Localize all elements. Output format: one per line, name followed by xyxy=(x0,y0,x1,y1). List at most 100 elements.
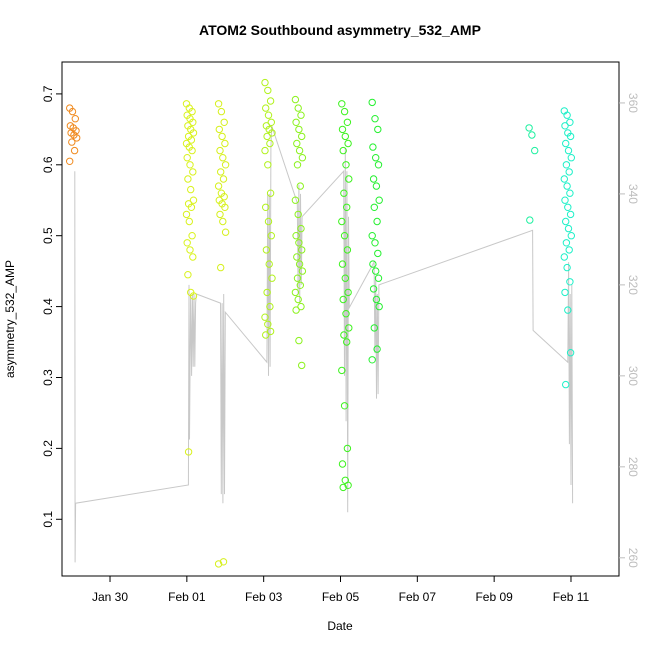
data-point xyxy=(567,232,575,240)
data-point xyxy=(186,246,194,254)
data-point xyxy=(342,161,350,169)
x-tick-label: Feb 07 xyxy=(399,590,437,604)
data-point xyxy=(298,154,307,162)
data-point xyxy=(267,232,275,240)
data-point xyxy=(339,146,347,155)
data-point xyxy=(342,310,350,318)
data-point xyxy=(562,380,570,389)
data-point xyxy=(293,274,302,282)
x-tick-label: Feb 05 xyxy=(322,590,360,604)
data-point xyxy=(72,127,80,135)
data-point xyxy=(375,302,383,311)
data-point xyxy=(560,175,568,183)
data-point xyxy=(371,239,379,247)
y2-tick-label: 340 xyxy=(626,184,640,204)
data-point xyxy=(292,232,300,240)
data-point xyxy=(566,189,574,197)
data-point xyxy=(566,278,574,286)
data-point xyxy=(373,345,381,353)
data-point xyxy=(264,86,272,95)
data-point xyxy=(298,267,307,275)
data-point xyxy=(293,161,302,169)
data-point xyxy=(340,189,348,197)
data-point xyxy=(374,161,383,169)
data-point xyxy=(296,281,304,289)
data-point xyxy=(66,157,74,166)
y-tick-label: 0.4 xyxy=(41,298,55,315)
data-point xyxy=(561,122,569,130)
scatter-series xyxy=(66,78,575,568)
data-point xyxy=(188,107,196,116)
data-point xyxy=(184,271,192,279)
data-point xyxy=(263,288,271,297)
data-point xyxy=(189,292,198,300)
data-point xyxy=(343,338,351,346)
data-point xyxy=(564,224,573,233)
data-point xyxy=(341,274,349,282)
data-point xyxy=(266,302,274,311)
data-point xyxy=(221,139,229,148)
data-point xyxy=(297,302,305,311)
data-point xyxy=(564,306,572,314)
data-point xyxy=(373,217,381,226)
y-tick-label: 0.5 xyxy=(41,227,55,244)
y2-tick-label: 280 xyxy=(626,457,640,477)
data-point xyxy=(186,161,194,169)
y2-tick-label: 320 xyxy=(626,275,640,295)
data-point xyxy=(295,146,304,155)
data-point xyxy=(370,203,378,212)
data-point xyxy=(562,161,571,169)
y2-tick-label: 260 xyxy=(626,548,640,568)
data-point xyxy=(266,139,274,148)
data-point xyxy=(566,349,575,357)
data-point xyxy=(183,154,191,162)
data-point xyxy=(565,168,573,176)
data-point xyxy=(219,175,228,183)
data-point xyxy=(562,239,571,247)
data-point xyxy=(184,175,192,183)
data-point xyxy=(262,246,271,254)
data-point xyxy=(298,246,306,254)
data-point xyxy=(370,324,378,332)
data-point xyxy=(369,285,378,293)
data-point xyxy=(268,274,276,282)
data-point xyxy=(261,146,269,155)
data-point xyxy=(298,361,306,370)
data-point xyxy=(566,210,575,219)
data-point xyxy=(561,288,569,297)
data-point xyxy=(564,203,572,212)
data-point xyxy=(215,125,224,134)
data-point xyxy=(217,107,226,116)
x-tick-label: Feb 09 xyxy=(475,590,513,604)
data-point xyxy=(266,97,275,105)
data-point xyxy=(294,104,302,112)
data-point xyxy=(297,111,305,119)
data-point xyxy=(221,203,229,212)
data-point xyxy=(216,146,224,155)
data-point xyxy=(526,216,534,224)
data-point xyxy=(264,111,273,119)
data-point xyxy=(217,263,225,272)
data-point xyxy=(264,217,273,226)
data-point xyxy=(368,98,376,107)
data-point xyxy=(374,274,383,282)
data-point xyxy=(371,115,379,123)
temperature-line xyxy=(74,125,574,563)
y-tick-label: 0.6 xyxy=(41,156,55,173)
data-point xyxy=(338,366,346,375)
data-point xyxy=(295,260,304,268)
data-point xyxy=(563,111,571,119)
data-point xyxy=(264,320,272,328)
data-point xyxy=(368,356,376,364)
data-point xyxy=(343,246,352,254)
data-point xyxy=(339,483,347,492)
data-point xyxy=(369,260,377,268)
data-point xyxy=(374,249,382,258)
data-point xyxy=(372,295,381,304)
data-point xyxy=(292,306,300,314)
data-point xyxy=(374,125,382,134)
data-point xyxy=(189,168,197,176)
data-point xyxy=(566,118,574,127)
data-point xyxy=(372,182,381,190)
data-point xyxy=(183,239,191,247)
